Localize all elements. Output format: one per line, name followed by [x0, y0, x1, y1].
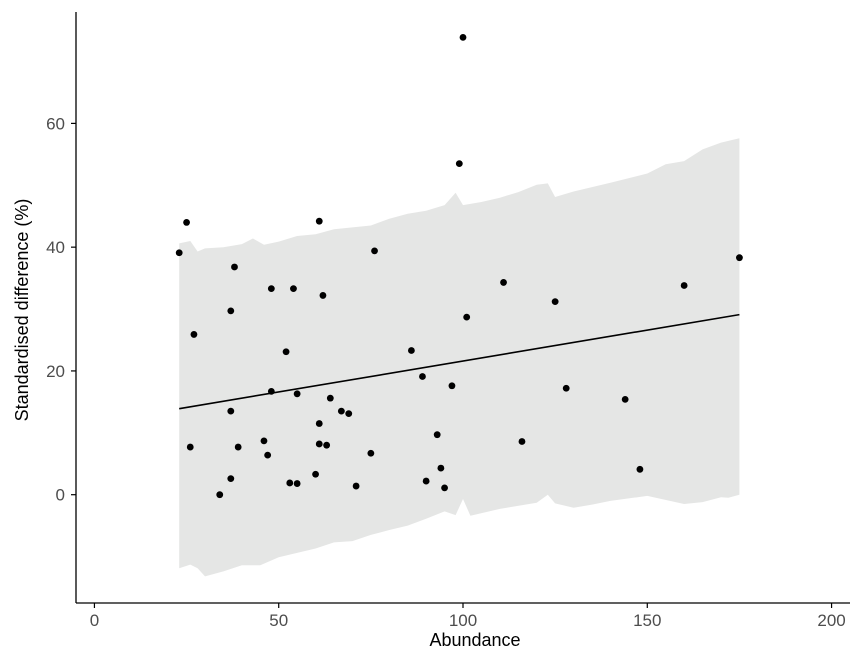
data-point	[267, 387, 275, 395]
y-tick-label: 20	[46, 362, 65, 381]
data-point	[267, 285, 275, 293]
data-point	[264, 451, 272, 459]
data-point	[419, 373, 426, 380]
data-point	[448, 382, 456, 390]
data-point	[422, 477, 430, 485]
data-point	[231, 263, 238, 271]
data-point	[315, 217, 323, 225]
data-point	[315, 420, 323, 427]
y-axis-title: Standardised difference (%)	[12, 199, 32, 422]
data-point	[621, 395, 629, 403]
data-point	[500, 279, 507, 286]
x-tick-label: 150	[633, 611, 661, 630]
data-point	[290, 285, 297, 293]
data-point	[680, 282, 688, 289]
data-point	[260, 437, 268, 445]
y-tick-label: 40	[46, 238, 65, 257]
data-point	[337, 407, 345, 415]
data-point	[551, 298, 559, 306]
data-point	[326, 394, 334, 402]
data-point	[175, 249, 183, 257]
data-point	[562, 384, 570, 392]
x-tick-label: 200	[817, 611, 845, 630]
data-point	[345, 410, 353, 418]
data-point	[463, 313, 471, 321]
data-point	[234, 443, 242, 451]
data-point	[736, 254, 743, 262]
data-point	[319, 292, 327, 299]
data-point	[315, 440, 323, 448]
data-point	[227, 475, 235, 483]
x-tick-label: 0	[90, 611, 99, 630]
x-tick-label: 100	[449, 611, 477, 630]
data-point	[186, 443, 194, 451]
ticks: 0 50 100 150 200 0 20 40 60	[46, 114, 846, 630]
data-point	[352, 482, 360, 490]
x-tick-label: 50	[269, 611, 288, 630]
confidence-band	[179, 138, 740, 577]
data-point	[323, 441, 331, 449]
data-point	[636, 465, 644, 473]
data-point	[282, 348, 290, 356]
data-point	[227, 407, 235, 415]
data-point	[183, 219, 190, 226]
data-point	[190, 331, 198, 338]
confidence-band-layer	[179, 138, 740, 577]
data-point	[293, 390, 301, 398]
data-point	[518, 438, 526, 445]
data-point	[367, 449, 375, 457]
data-point	[408, 347, 415, 354]
data-point	[286, 479, 294, 487]
y-tick-label: 0	[56, 486, 65, 505]
data-points-layer	[175, 33, 743, 499]
data-point	[433, 431, 441, 439]
data-point	[216, 491, 224, 499]
y-tick-label: 60	[46, 114, 65, 133]
data-point	[459, 33, 467, 41]
data-point	[371, 247, 378, 255]
data-point	[437, 464, 445, 472]
x-axis-title: Abundance	[429, 630, 520, 650]
data-point	[227, 307, 235, 315]
data-point	[441, 484, 448, 492]
data-point	[455, 160, 463, 168]
data-point	[312, 470, 319, 478]
data-point	[293, 480, 301, 487]
